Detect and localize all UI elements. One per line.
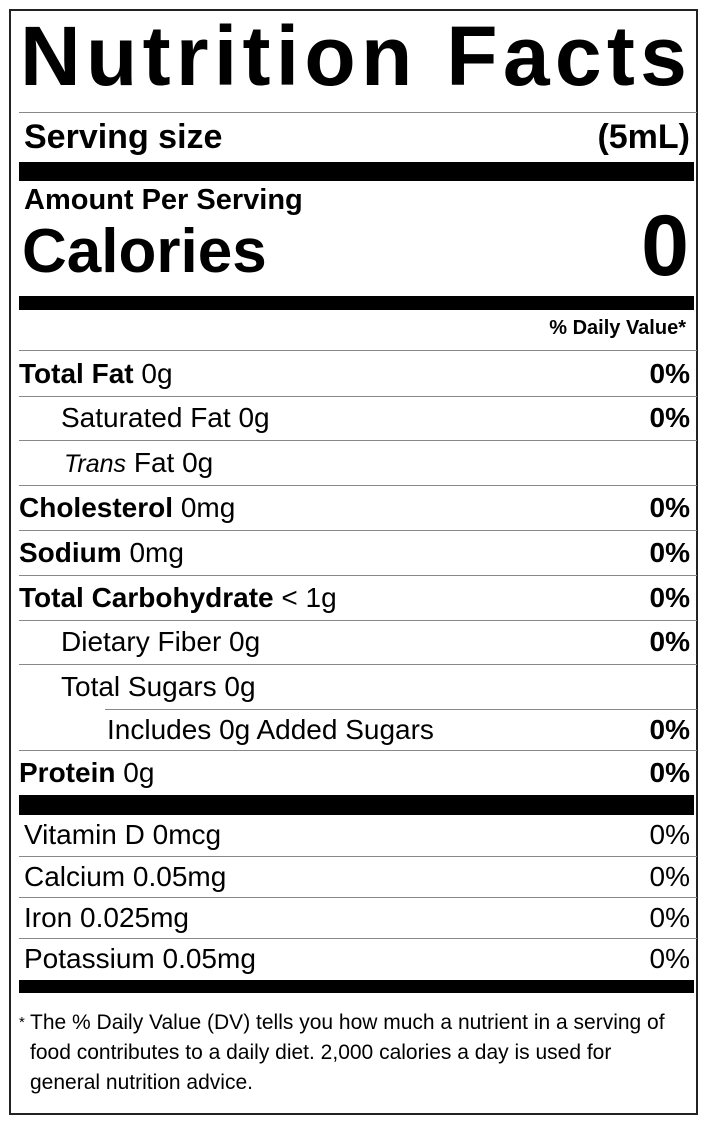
nutrient-name: Total Carbohydrate bbox=[19, 582, 274, 613]
divider bbox=[19, 440, 697, 441]
nutrient-amount: 0g bbox=[238, 402, 270, 433]
nutrient-row-cholesterol: Cholesterol 0mg 0% bbox=[19, 486, 690, 530]
nutrient-row-trans-fat: Trans Fat 0g bbox=[19, 441, 690, 485]
vitamin-row: Potassium 0.05mg 0% bbox=[24, 938, 690, 980]
vitamin-row: Iron 0.025mg 0% bbox=[24, 897, 690, 938]
vitamin-dv: 0% bbox=[649, 860, 690, 892]
vitamin-text: Vitamin D 0mcg bbox=[24, 819, 222, 850]
thick-divider bbox=[19, 162, 694, 181]
calories-value: 0 bbox=[641, 198, 689, 294]
vitamin-text: Potassium 0.05mg bbox=[24, 943, 256, 974]
amount-per-serving: Amount Per Serving bbox=[24, 184, 303, 216]
divider bbox=[19, 856, 697, 857]
serving-size-row: Serving size (5mL) bbox=[24, 115, 690, 159]
calories-label: Calories bbox=[22, 217, 267, 286]
vitamin-row: Calcium 0.05mg 0% bbox=[24, 856, 690, 897]
nutrient-name-italic: Trans bbox=[64, 450, 127, 478]
nutrient-row-total-carbohydrate: Total Carbohydrate < 1g 0% bbox=[19, 576, 690, 620]
nutrient-dv: 0% bbox=[649, 757, 690, 788]
footnote-text: The % Daily Value (DV) tells you how muc… bbox=[30, 1011, 665, 1094]
nutrient-amount: 0mg bbox=[129, 537, 184, 568]
thick-divider bbox=[19, 980, 694, 993]
nutrient-row-protein: Protein 0g 0% bbox=[19, 751, 690, 795]
nutrient-row-added-sugars: Includes 0g Added Sugars 0% bbox=[19, 708, 690, 752]
nutrient-amount: 0g bbox=[141, 358, 173, 389]
divider bbox=[19, 938, 697, 939]
divider bbox=[19, 112, 697, 113]
nutrient-dv: 0% bbox=[649, 537, 690, 568]
nutrient-row-total-sugars: Total Sugars 0g bbox=[19, 665, 690, 709]
thick-divider bbox=[19, 296, 694, 310]
divider bbox=[105, 709, 697, 710]
nutrient-name: Dietary Fiber bbox=[61, 626, 222, 657]
divider bbox=[19, 530, 697, 531]
divider bbox=[19, 396, 697, 397]
nutrient-name: Sodium bbox=[19, 537, 122, 568]
vitamin-dv: 0% bbox=[649, 901, 690, 933]
vitamin-dv: 0% bbox=[649, 943, 690, 974]
label-border bbox=[9, 9, 698, 1115]
label-title: Nutrition Facts bbox=[20, 9, 693, 103]
nutrient-amount: 0g bbox=[229, 626, 261, 657]
nutrient-amount: 0g bbox=[224, 671, 256, 702]
nutrient-row-total-fat: Total Fat 0g 0% bbox=[19, 352, 690, 396]
nutrient-dv: 0% bbox=[649, 402, 690, 433]
nutrient-amount: 0g bbox=[182, 447, 214, 478]
nutrient-amount: 0mg bbox=[180, 492, 236, 523]
serving-size-label: Serving size bbox=[24, 117, 223, 156]
nutrient-row-dietary-fiber: Dietary Fiber 0g 0% bbox=[19, 620, 690, 664]
nutrient-name: Fat bbox=[133, 447, 175, 478]
vitamin-text: Iron 0.025mg bbox=[24, 901, 189, 933]
vitamin-row: Vitamin D 0mcg 0% bbox=[24, 814, 690, 856]
daily-value-header: % Daily Value* bbox=[549, 317, 686, 339]
nutrient-dv: 0% bbox=[649, 492, 690, 523]
nutrient-row-sodium: Sodium 0mg 0% bbox=[19, 531, 690, 575]
nutrient-name: Total Fat bbox=[19, 358, 134, 389]
nutrient-name: Cholesterol bbox=[19, 492, 174, 523]
nutrient-dv: 0% bbox=[649, 626, 690, 657]
divider bbox=[19, 485, 697, 486]
divider bbox=[19, 620, 697, 621]
nutrient-dv: 0% bbox=[649, 582, 690, 613]
divider bbox=[19, 897, 697, 898]
vitamin-dv: 0% bbox=[649, 819, 690, 850]
nutrient-name: Total Sugars bbox=[61, 671, 217, 702]
vitamin-text: Calcium 0.05mg bbox=[24, 860, 227, 892]
nutrient-dv: 0% bbox=[649, 714, 690, 745]
nutrient-amount: < 1g bbox=[281, 582, 337, 613]
divider bbox=[19, 575, 697, 576]
nutrient-dv: 0% bbox=[649, 358, 690, 389]
nutrient-name: Includes 0g Added Sugars bbox=[107, 714, 434, 745]
divider bbox=[19, 750, 697, 751]
footnote: * The % Daily Value (DV) tells you how m… bbox=[19, 1008, 679, 1098]
thick-divider bbox=[19, 795, 694, 815]
nutrient-name: Protein bbox=[19, 757, 116, 788]
divider bbox=[19, 350, 697, 351]
serving-size-value: (5mL) bbox=[597, 117, 690, 156]
footnote-asterisk: * bbox=[19, 1014, 25, 1031]
nutrient-name: Saturated Fat bbox=[61, 402, 231, 433]
nutrient-amount: 0g bbox=[123, 757, 155, 788]
nutrient-row-saturated-fat: Saturated Fat 0g 0% bbox=[19, 396, 690, 440]
divider bbox=[19, 664, 697, 665]
